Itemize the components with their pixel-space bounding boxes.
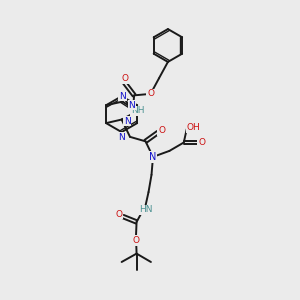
Text: N: N xyxy=(149,152,157,162)
Text: N: N xyxy=(128,101,135,110)
Text: O: O xyxy=(198,138,205,147)
Text: O: O xyxy=(147,89,154,98)
Text: O: O xyxy=(115,210,122,219)
Text: N: N xyxy=(118,133,125,142)
Text: O: O xyxy=(121,74,128,83)
Text: O: O xyxy=(158,126,165,135)
Text: NH: NH xyxy=(131,106,144,116)
Text: O: O xyxy=(133,236,140,245)
Text: N: N xyxy=(124,116,130,125)
Text: HN: HN xyxy=(139,205,152,214)
Text: N: N xyxy=(119,92,126,101)
Text: OH: OH xyxy=(186,123,200,132)
